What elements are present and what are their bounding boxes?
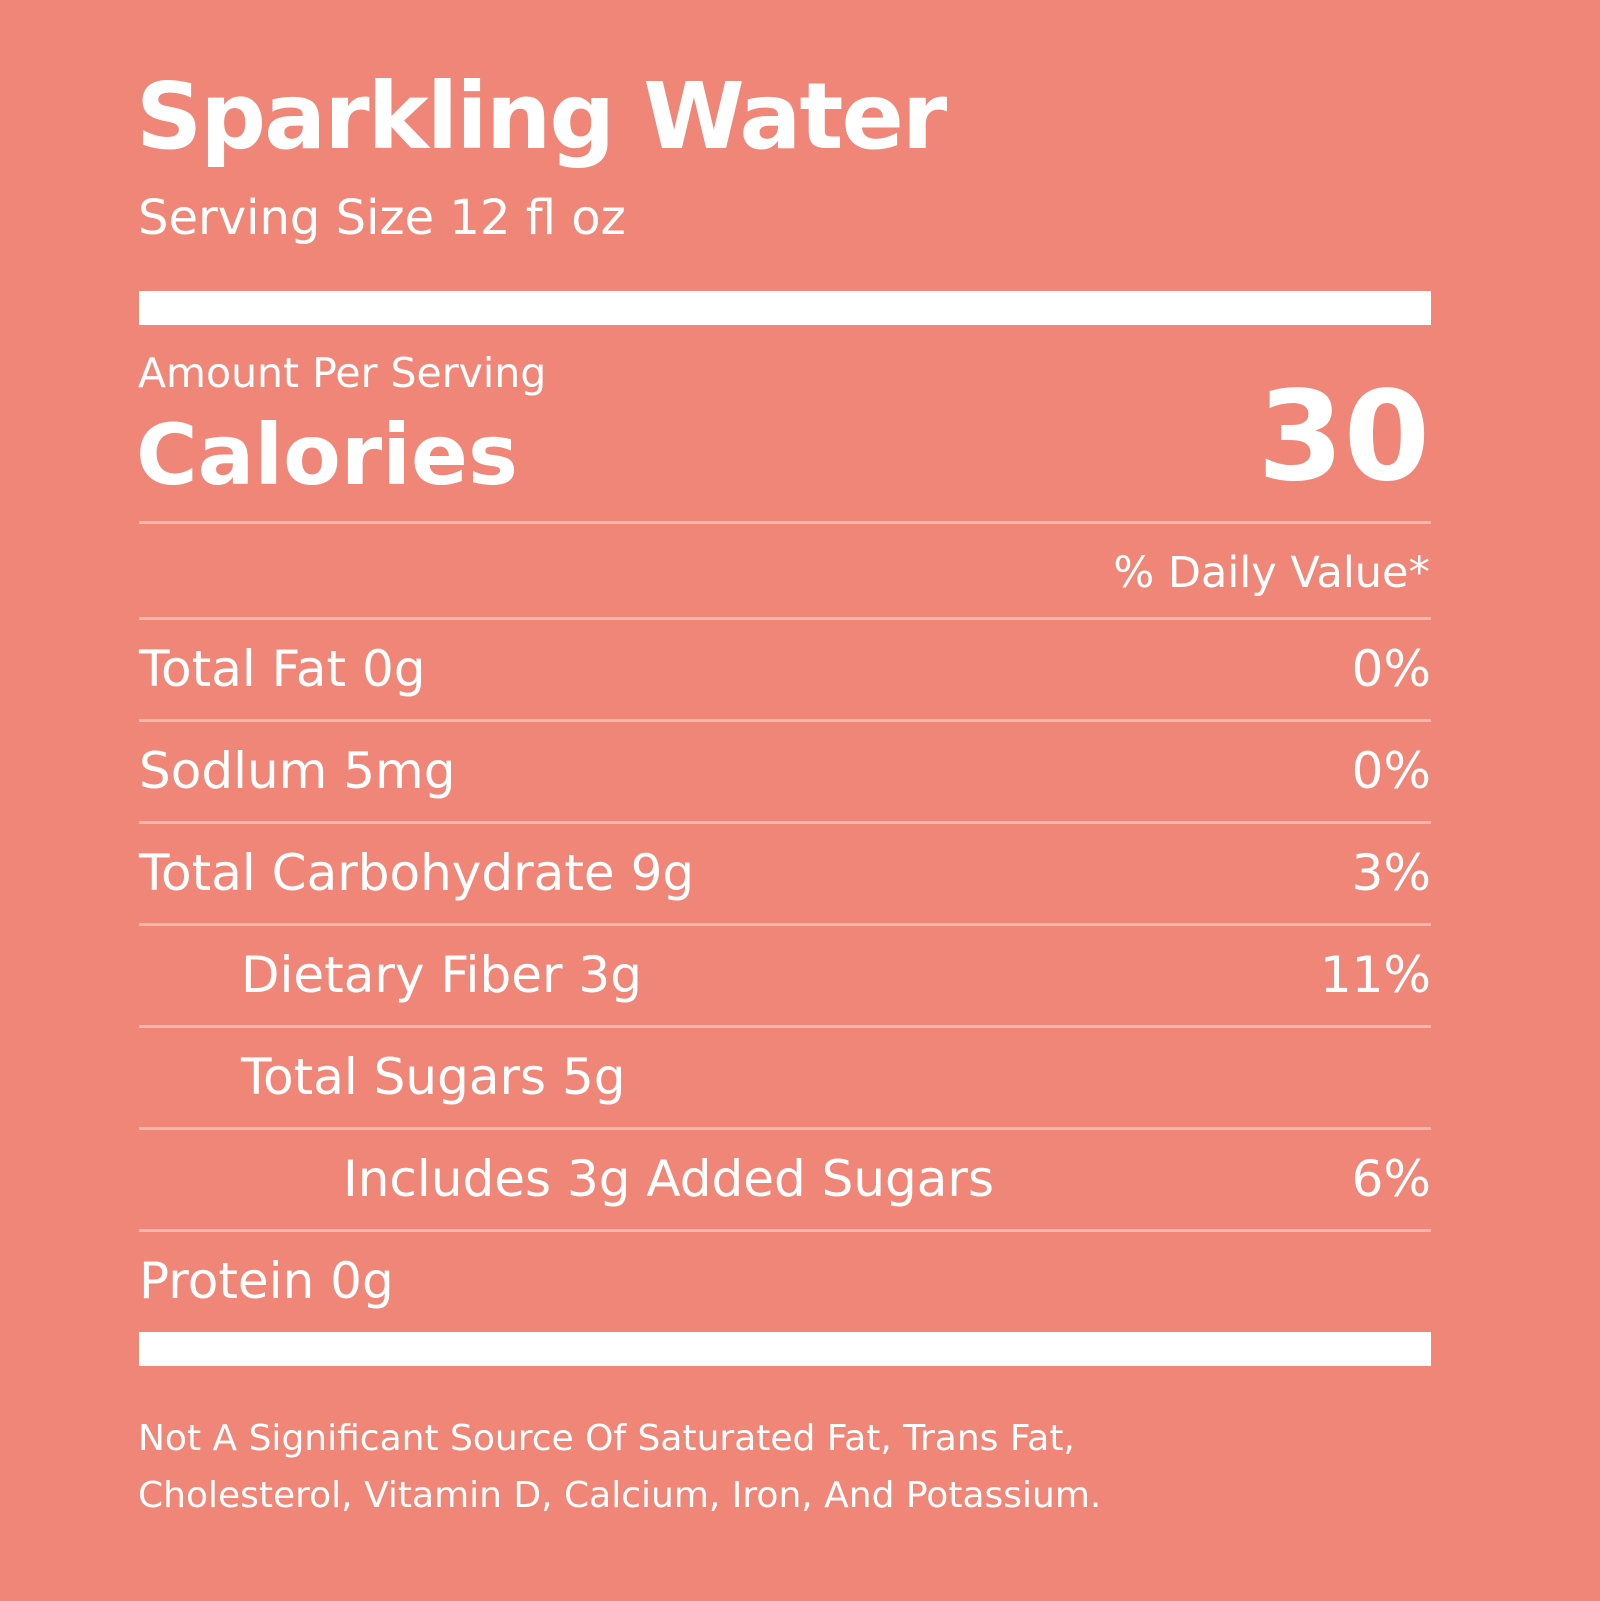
nutrient-row: Protein 0g (139, 1246, 1431, 1316)
nutrient-daily-value: 3% (1351, 844, 1431, 902)
thick-divider (139, 1332, 1431, 1366)
amount-per-serving: Amount Per Serving (138, 349, 547, 397)
nutrient-daily-value: 0% (1351, 640, 1431, 698)
nutrient-label: Dietary Fiber 3g (241, 946, 642, 1004)
nutrient-row: Dietary Fiber 3g 11% (139, 940, 1431, 1010)
divider (139, 521, 1431, 524)
divider (139, 1025, 1431, 1028)
nutrient-row: Total Sugars 5g (139, 1042, 1431, 1112)
nutrient-label: Includes 3g Added Sugars (343, 1150, 995, 1208)
nutrient-row: Includes 3g Added Sugars 6% (139, 1144, 1431, 1214)
product-title: Sparkling Water (136, 63, 947, 170)
nutrient-daily-value: 6% (1351, 1150, 1431, 1208)
divider (139, 1229, 1431, 1232)
footnote: Not A Significant Source Of Saturated Fa… (138, 1410, 1101, 1524)
footnote-line: Cholesterol, Vitamin D, Calcium, Iron, A… (138, 1475, 1102, 1516)
footnote-line: Not A Significant Source Of Saturated Fa… (138, 1418, 1075, 1459)
calories-value: 30 (1257, 365, 1430, 509)
nutrient-label: Total Fat 0g (139, 640, 426, 698)
nutrient-row: Total Fat 0g 0% (139, 634, 1431, 704)
thick-divider (139, 291, 1431, 325)
nutrient-row: Total Carbohydrate 9g 3% (139, 838, 1431, 908)
nutrient-row: Sodlum 5mg 0% (139, 736, 1431, 806)
nutrient-daily-value: 0% (1351, 742, 1431, 800)
serving-size: Serving Size 12 fl oz (138, 190, 626, 246)
nutrient-label: Total Sugars 5g (241, 1048, 626, 1106)
nutrient-label: Total Carbohydrate 9g (139, 844, 695, 902)
nutrient-label: Protein 0g (139, 1252, 394, 1310)
daily-value-header: % Daily Value* (1113, 548, 1430, 598)
calories-label: Calories (136, 406, 519, 504)
divider (139, 719, 1431, 722)
nutrient-label: Sodlum 5mg (139, 742, 456, 800)
divider (139, 923, 1431, 926)
divider (139, 821, 1431, 824)
divider (139, 1127, 1431, 1130)
divider (139, 617, 1431, 620)
nutrient-daily-value: 11% (1319, 946, 1431, 1004)
